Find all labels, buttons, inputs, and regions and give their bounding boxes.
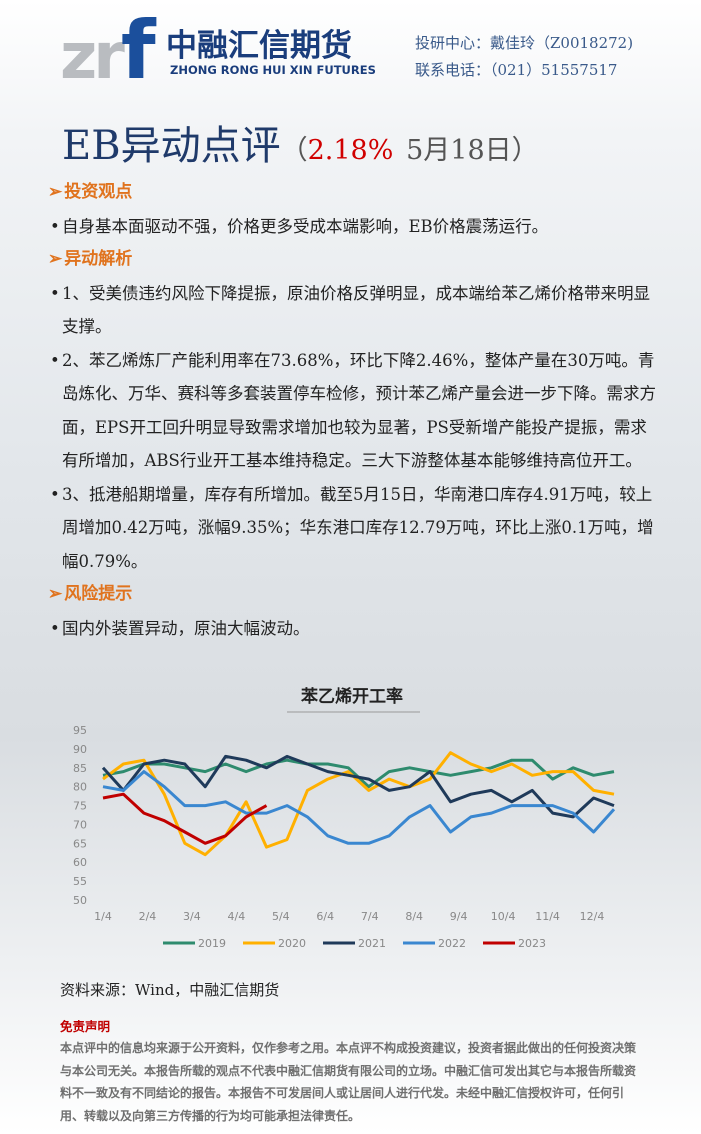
source: 资料来源：Wind，中融汇信期货 xyxy=(60,981,280,999)
y-tick-label: 60 xyxy=(73,856,87,869)
legend-label: 2021 xyxy=(358,937,386,950)
title-change: 2.18% xyxy=(307,135,394,166)
section-heading: 风险提示 xyxy=(48,578,658,612)
bullet: 国内外装置异动，原油大幅波动。 xyxy=(48,612,658,646)
body: 投资观点自身基本面驱动不强，价格更多受成本端影响，EB价格震荡运行。异动解析1、… xyxy=(48,176,658,645)
legend-label: 2020 xyxy=(278,937,306,950)
title-main: EB异动点评 xyxy=(62,123,281,169)
x-tick-label: 10/4 xyxy=(491,910,516,923)
x-tick-label: 5/4 xyxy=(272,910,290,923)
disclaimer-title: 免责声明 xyxy=(60,1019,111,1034)
y-tick-label: 70 xyxy=(73,818,87,831)
x-tick-label: 4/4 xyxy=(228,910,246,923)
y-tick-label: 80 xyxy=(73,781,87,794)
y-tick-label: 50 xyxy=(73,894,87,907)
title-date: 5月18日） xyxy=(406,135,539,166)
bullet: 1、受美债违约风险下降提振，原油价格反弹明显，成本端给苯乙烯价格带来明显支撑。 xyxy=(48,277,658,344)
bullet: 3、抵港船期增量，库存有所增加。截至5月15日，华南港口库存4.91万吨，较上周… xyxy=(48,478,658,579)
section-heading: 投资观点 xyxy=(48,176,658,210)
legend-label: 2022 xyxy=(438,937,466,950)
y-tick-label: 95 xyxy=(73,724,87,737)
logo-mark: f xyxy=(120,4,156,97)
logo: zrf xyxy=(60,4,156,97)
y-tick-label: 65 xyxy=(73,837,87,850)
x-tick-label: 7/4 xyxy=(361,910,379,923)
line-series xyxy=(102,770,616,845)
x-tick-label: 11/4 xyxy=(535,910,560,923)
y-tick-label: 75 xyxy=(73,800,87,813)
chart-title: 苯乙烯开工率 xyxy=(300,686,403,707)
x-tick-label: 3/4 xyxy=(183,910,201,923)
section-heading: 异动解析 xyxy=(48,243,658,277)
y-tick-label: 55 xyxy=(73,875,87,888)
bullet: 自身基本面驱动不强，价格更多受成本端影响，EB价格震荡运行。 xyxy=(48,210,658,244)
logo-mark: zr xyxy=(60,20,125,94)
legend-label: 2019 xyxy=(198,937,226,950)
x-tick-label: 2/4 xyxy=(139,910,157,923)
chart: 苯乙烯开工率 50 55 60 65 70 75 80 85 90 95 1/4 2/4 3/4 4/4 5… xyxy=(73,686,616,950)
company-name-en: ZHONG RONG HUI XIN FUTURES xyxy=(170,63,376,77)
bullet: 2、苯乙烯炼厂产能利用率在73.68%，环比下降2.46%，整体产量在30万吨。… xyxy=(48,344,658,478)
disclaimer-text: 本点评中的信息均来源于公开资料，仅作参考之用。本点评不构成投资建议，投资者据此做… xyxy=(60,1041,637,1123)
line-series xyxy=(102,751,615,857)
x-tick-label: 9/4 xyxy=(450,910,468,923)
company-name: 中融汇信期货 xyxy=(166,28,352,64)
x-tick-label: 6/4 xyxy=(316,910,334,923)
x-tick-label: 8/4 xyxy=(405,910,423,923)
y-tick-label: 90 xyxy=(73,743,87,756)
x-tick-label: 1/4 xyxy=(94,910,112,923)
contact: 联系电话：（021）51557517 xyxy=(415,61,618,79)
y-tick-label: 85 xyxy=(73,762,87,775)
title: EB异动点评（2.18% 5月18日） xyxy=(62,113,539,171)
line-series xyxy=(102,792,268,845)
contact: 投研中心：戴佳玲（Z0018272) xyxy=(415,34,634,52)
title-paren: （ xyxy=(280,135,308,166)
legend-label: 2023 xyxy=(518,937,546,950)
line-series xyxy=(101,754,615,819)
x-tick-label: 12/4 xyxy=(580,910,605,923)
